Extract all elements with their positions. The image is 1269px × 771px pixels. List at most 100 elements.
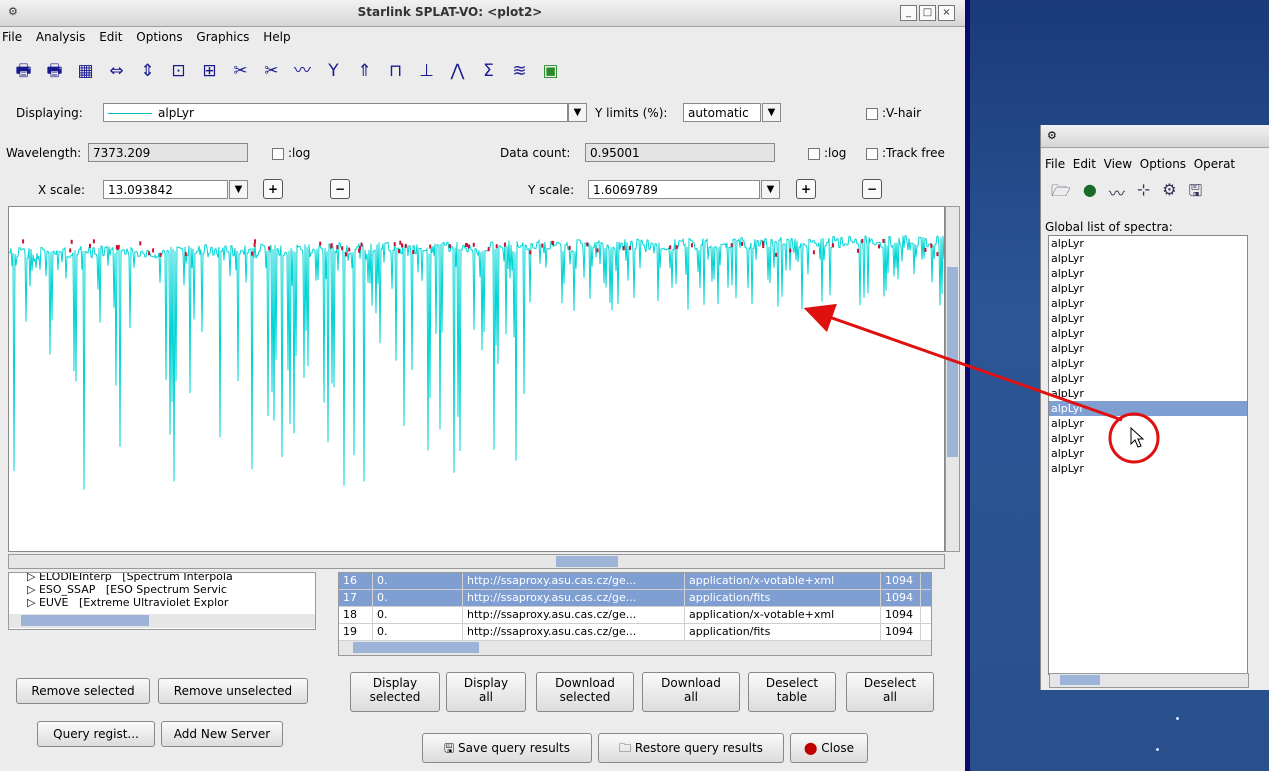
close-button[interactable]: ⬤ Close <box>790 733 868 763</box>
vhair-checkbox[interactable] <box>866 108 878 120</box>
download-selected-button[interactable]: Download selected <box>536 672 634 712</box>
settings-icon[interactable]: ⚙ <box>1162 180 1177 199</box>
query-registry-button[interactable]: Query regist... <box>37 721 155 747</box>
menu-options[interactable]: Options <box>136 30 183 44</box>
tree-horizontal-scrollbar[interactable] <box>9 614 315 628</box>
rectangle-icon[interactable]: ⊓ <box>388 61 403 81</box>
sigma-icon[interactable]: Σ <box>483 61 494 81</box>
table-horizontal-scrollbar[interactable] <box>339 641 931 655</box>
deselect-table-button[interactable]: Deselect table <box>748 672 836 712</box>
spectra-list-item[interactable]: alpLyr <box>1051 447 1084 460</box>
display-all-button[interactable]: Display all <box>446 672 526 712</box>
menu-graphics[interactable]: Graphics <box>196 30 250 44</box>
xscale-minus-button[interactable]: − <box>330 179 350 199</box>
menu-options[interactable]: Options <box>1139 157 1187 171</box>
log-y-checkbox[interactable] <box>808 148 820 160</box>
list-horizontal-scrollbar[interactable] <box>1049 673 1249 688</box>
cut-icon[interactable]: ✂ <box>233 61 248 81</box>
table-row[interactable]: 19 0. http://ssaproxy.asu.cas.cz/ge... a… <box>339 624 931 641</box>
menu-file[interactable]: File <box>1045 157 1066 171</box>
close-window-button[interactable]: × <box>938 5 955 21</box>
tree-item[interactable]: ▷ EUVE [Extreme Ultraviolet Explor <box>27 596 229 609</box>
spectra-list-item[interactable]: alpLyr <box>1051 327 1084 340</box>
download-all-button[interactable]: Download all <box>642 672 740 712</box>
spectra-list-item[interactable]: alpLyr <box>1051 417 1084 430</box>
grid-icon[interactable]: ⊞ <box>202 61 217 81</box>
table-row[interactable]: 18 0. http://ssaproxy.asu.cas.cz/ge... a… <box>339 607 931 624</box>
chevron-down-icon[interactable]: ▼ <box>568 103 587 122</box>
server-tree[interactable]: ▷ ELODIEInterp [Spectrum Interpola ▷ ESO… <box>8 572 316 630</box>
menu-analysis[interactable]: Analysis <box>35 30 86 44</box>
plot-vertical-scrollbar[interactable] <box>945 206 960 552</box>
spectra-list-item[interactable]: alpLyr <box>1051 342 1084 355</box>
scroll-thumb[interactable] <box>21 615 149 626</box>
scroll-thumb[interactable] <box>947 267 958 457</box>
fit-width-icon[interactable]: ⇔ <box>109 61 124 81</box>
menu-help[interactable]: Help <box>263 30 291 44</box>
remove-unselected-button[interactable]: Remove unselected <box>158 678 308 704</box>
add-new-server-button[interactable]: Add New Server <box>161 721 283 747</box>
deselect-all-button[interactable]: Deselect all <box>846 672 934 712</box>
image-icon[interactable]: ▣ <box>542 61 559 81</box>
table-row[interactable]: 17 0. http://ssaproxy.asu.cas.cz/ge... a… <box>339 590 931 607</box>
units-icon[interactable]: ⊥ <box>419 61 434 81</box>
spectra-list-item[interactable]: alpLyr <box>1051 462 1084 475</box>
save-query-results-button[interactable]: 🖫 Save query results <box>422 733 592 763</box>
save-icon[interactable]: 🖫 <box>1188 181 1203 200</box>
scroll-thumb[interactable] <box>1060 675 1100 685</box>
xscale-field[interactable]: 13.093842 <box>103 180 228 199</box>
chevron-down-icon[interactable]: ▼ <box>229 180 248 199</box>
tree-item[interactable]: ▷ ELODIEInterp [Spectrum Interpola <box>27 572 233 583</box>
spectra-list-item[interactable]: alpLyr <box>1051 372 1084 385</box>
print-icon[interactable]: 🖶 <box>15 61 32 81</box>
fits-icon[interactable]: ▦ <box>77 61 94 81</box>
table-row[interactable]: 16 0. http://ssaproxy.asu.cas.cz/ge... a… <box>339 573 931 590</box>
spectra-list-item[interactable]: alpLyr <box>1051 237 1084 250</box>
zoom-icon[interactable]: ⊡ <box>171 61 186 81</box>
spectrum-plot[interactable] <box>8 206 945 552</box>
menu-file[interactable]: File <box>2 30 23 44</box>
restore-query-results-button[interactable]: 🗀 Restore query results <box>598 733 784 763</box>
menu-edit[interactable]: Edit <box>99 30 123 44</box>
open-folder-icon[interactable]: 🗁 <box>1051 181 1071 200</box>
stack-icon[interactable]: Y <box>328 61 339 81</box>
scroll-thumb[interactable] <box>556 556 618 567</box>
title-bar[interactable]: ⚙ Starlink SPLAT-VO: <plot2> _ □ × <box>0 0 965 27</box>
globe-icon[interactable]: ● <box>1082 180 1097 199</box>
chevron-down-icon[interactable]: ▼ <box>761 180 780 199</box>
xscale-plus-button[interactable]: + <box>263 179 283 199</box>
cut-all-icon[interactable]: ✂ <box>264 61 279 81</box>
spectra-list-item[interactable]: alpLyr <box>1051 297 1084 310</box>
spectrum-icon[interactable]: 〰 <box>1108 184 1125 203</box>
display-selected-button[interactable]: Display selected <box>350 672 440 712</box>
statistics-icon[interactable]: ≋ <box>512 61 527 81</box>
global-spectra-list[interactable]: alpLyr alpLyr alpLyr alpLyr alpLyr alpLyr alpL… <box>1048 235 1248 675</box>
spectra-list-item[interactable]: alpLyr <box>1051 432 1084 445</box>
fit-height-icon[interactable]: ⇕ <box>140 61 155 81</box>
track-free-checkbox[interactable] <box>866 148 878 160</box>
menu-edit[interactable]: Edit <box>1072 157 1096 171</box>
ylimits-select[interactable]: automatic <box>683 103 761 122</box>
plot-horizontal-scrollbar[interactable] <box>8 554 945 569</box>
yscale-minus-button[interactable]: − <box>862 179 882 199</box>
peak-icon[interactable]: ⋀ <box>450 61 465 81</box>
line-fit-icon[interactable]: 〰 <box>294 61 311 81</box>
spectra-list-item[interactable]: alpLyr <box>1051 252 1084 265</box>
yscale-plus-button[interactable]: + <box>796 179 816 199</box>
scroll-thumb[interactable] <box>353 642 479 653</box>
spectra-list-item[interactable]: alpLyr <box>1051 282 1084 295</box>
up-icon[interactable]: ⇑ <box>357 61 372 81</box>
spectra-list-item[interactable]: alpLyr <box>1051 357 1084 370</box>
spectra-list-item[interactable]: alpLyr <box>1051 267 1084 280</box>
remove-selected-button[interactable]: Remove selected <box>16 678 150 704</box>
minimize-button[interactable]: _ <box>900 5 917 21</box>
print-postscript-icon[interactable]: 🖶 <box>46 61 63 81</box>
menu-view[interactable]: View <box>1103 157 1133 171</box>
maximize-button[interactable]: □ <box>919 5 936 21</box>
spectrum-plot-svg[interactable] <box>9 207 945 551</box>
spectra-list-item[interactable]: alpLyr <box>1051 312 1084 325</box>
query-results-table[interactable]: 16 0. http://ssaproxy.asu.cas.cz/ge... a… <box>338 572 932 656</box>
network-icon[interactable]: ⊹ <box>1136 180 1151 199</box>
title-bar[interactable]: ⚙ <box>1041 125 1269 148</box>
menu-operations[interactable]: Operat <box>1193 157 1236 171</box>
